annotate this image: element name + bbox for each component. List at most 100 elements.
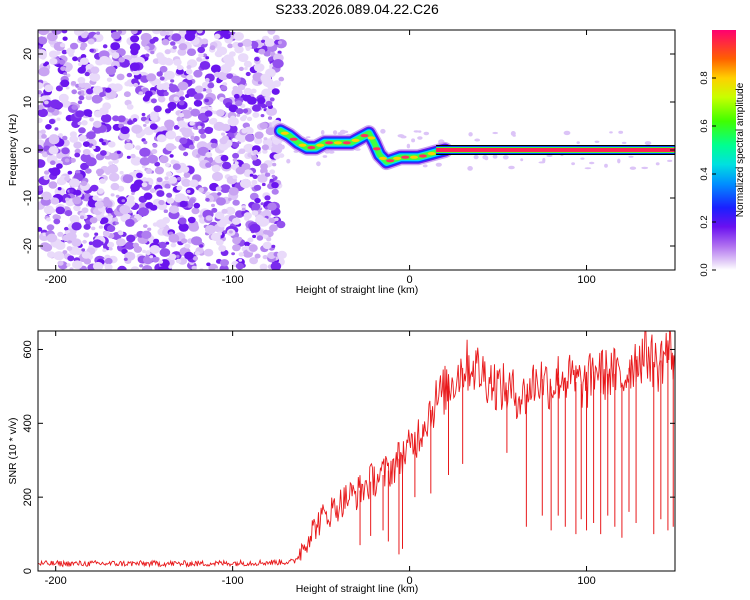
noise-speckle — [179, 137, 188, 145]
noise-speckle — [260, 163, 268, 170]
noise-speckle — [232, 175, 238, 180]
noise-speckle — [273, 153, 281, 160]
noise-speckle — [126, 138, 131, 142]
x-tick-label: -200 — [45, 274, 67, 286]
noise-speckle — [271, 182, 279, 189]
noise-speckle — [271, 244, 276, 248]
track-hotspot — [307, 146, 316, 150]
noise-speckle — [165, 130, 177, 140]
noise-speckle — [112, 115, 120, 122]
noise-speckle — [220, 184, 231, 194]
noise-speckle — [250, 184, 255, 188]
noise-speckle — [219, 137, 228, 145]
colorbar-gradient — [712, 30, 736, 270]
noise-speckle — [130, 156, 142, 166]
noise-speckle — [69, 189, 74, 193]
colorbar-tick-label: 0.0 — [699, 263, 710, 276]
noise-speckle — [141, 230, 152, 239]
track-hotspot — [427, 152, 436, 156]
noise-speckle — [231, 252, 236, 256]
noise-speckle — [152, 36, 159, 42]
noise-speckle — [267, 116, 273, 120]
noise-speckle — [256, 235, 264, 241]
noise-speckle — [92, 195, 99, 201]
noise-speckle — [85, 168, 92, 174]
noise-speckle — [594, 140, 600, 143]
noise-speckle — [222, 161, 232, 170]
noise-speckle — [205, 88, 213, 94]
noise-speckle — [100, 217, 109, 224]
noise-speckle — [196, 57, 203, 62]
noise-speckle — [413, 130, 420, 133]
noise-speckle — [38, 159, 46, 168]
noise-speckle — [259, 263, 268, 270]
noise-speckle — [154, 161, 161, 167]
noise-speckle — [86, 131, 96, 140]
noise-speckle — [158, 56, 169, 65]
noise-speckle — [251, 88, 257, 94]
noise-speckle — [618, 130, 624, 134]
noise-speckle — [143, 192, 153, 200]
noise-speckle — [220, 154, 229, 162]
noise-speckle — [65, 86, 70, 90]
noise-speckle — [502, 155, 509, 160]
noise-speckle — [153, 78, 161, 85]
noise-speckle — [104, 263, 113, 270]
noise-speckle — [57, 231, 64, 237]
noise-speckle — [62, 234, 71, 242]
noise-speckle — [172, 145, 177, 149]
noise-speckle — [152, 58, 160, 64]
noise-speckle — [201, 38, 209, 45]
snr-line — [38, 331, 675, 568]
noise-speckle — [98, 225, 103, 229]
noise-speckle — [571, 162, 575, 166]
noise-speckle — [174, 195, 183, 203]
noise-speckle — [164, 162, 170, 167]
noise-speckle — [143, 123, 147, 127]
y-tick-label: 10 — [22, 96, 34, 108]
noise-speckle — [467, 166, 473, 171]
noise-speckle — [232, 237, 241, 245]
noise-speckle — [89, 217, 98, 224]
noise-speckle — [138, 91, 144, 96]
noise-speckle — [81, 32, 88, 39]
noise-speckle — [55, 50, 61, 56]
noise-speckle — [78, 127, 86, 134]
noise-speckle — [178, 43, 188, 51]
noise-speckle — [232, 199, 240, 206]
noise-speckle — [129, 62, 140, 71]
noise-speckle — [205, 151, 213, 158]
noise-speckle — [196, 30, 203, 34]
noise-speckle — [55, 255, 60, 259]
noise-speckle — [179, 96, 185, 101]
noise-speckle — [563, 130, 571, 136]
noise-speckle — [406, 143, 411, 149]
noise-speckle — [117, 265, 127, 270]
noise-speckle — [132, 118, 138, 122]
noise-speckle — [167, 101, 177, 110]
track-hotspot — [418, 154, 427, 158]
noise-speckle — [576, 141, 580, 144]
noise-speckle — [90, 66, 100, 74]
noise-speckle — [73, 204, 81, 212]
noise-speckle — [102, 248, 107, 253]
noise-speckle — [175, 258, 182, 264]
noise-speckle — [46, 233, 58, 243]
x-tick-label: -100 — [222, 274, 244, 286]
noise-speckle — [97, 188, 104, 195]
noise-speckle — [150, 114, 158, 122]
noise-speckle — [249, 173, 254, 177]
noise-speckle — [91, 94, 103, 104]
noise-speckle — [238, 108, 243, 112]
noise-speckle — [156, 190, 165, 197]
noise-speckle — [265, 100, 273, 107]
noise-speckle — [100, 150, 107, 156]
noise-speckle — [46, 217, 51, 222]
noise-speckle — [82, 141, 90, 148]
noise-speckle — [77, 86, 82, 91]
noise-speckle — [244, 241, 250, 247]
noise-speckle — [77, 77, 86, 84]
noise-speckle — [110, 182, 120, 191]
